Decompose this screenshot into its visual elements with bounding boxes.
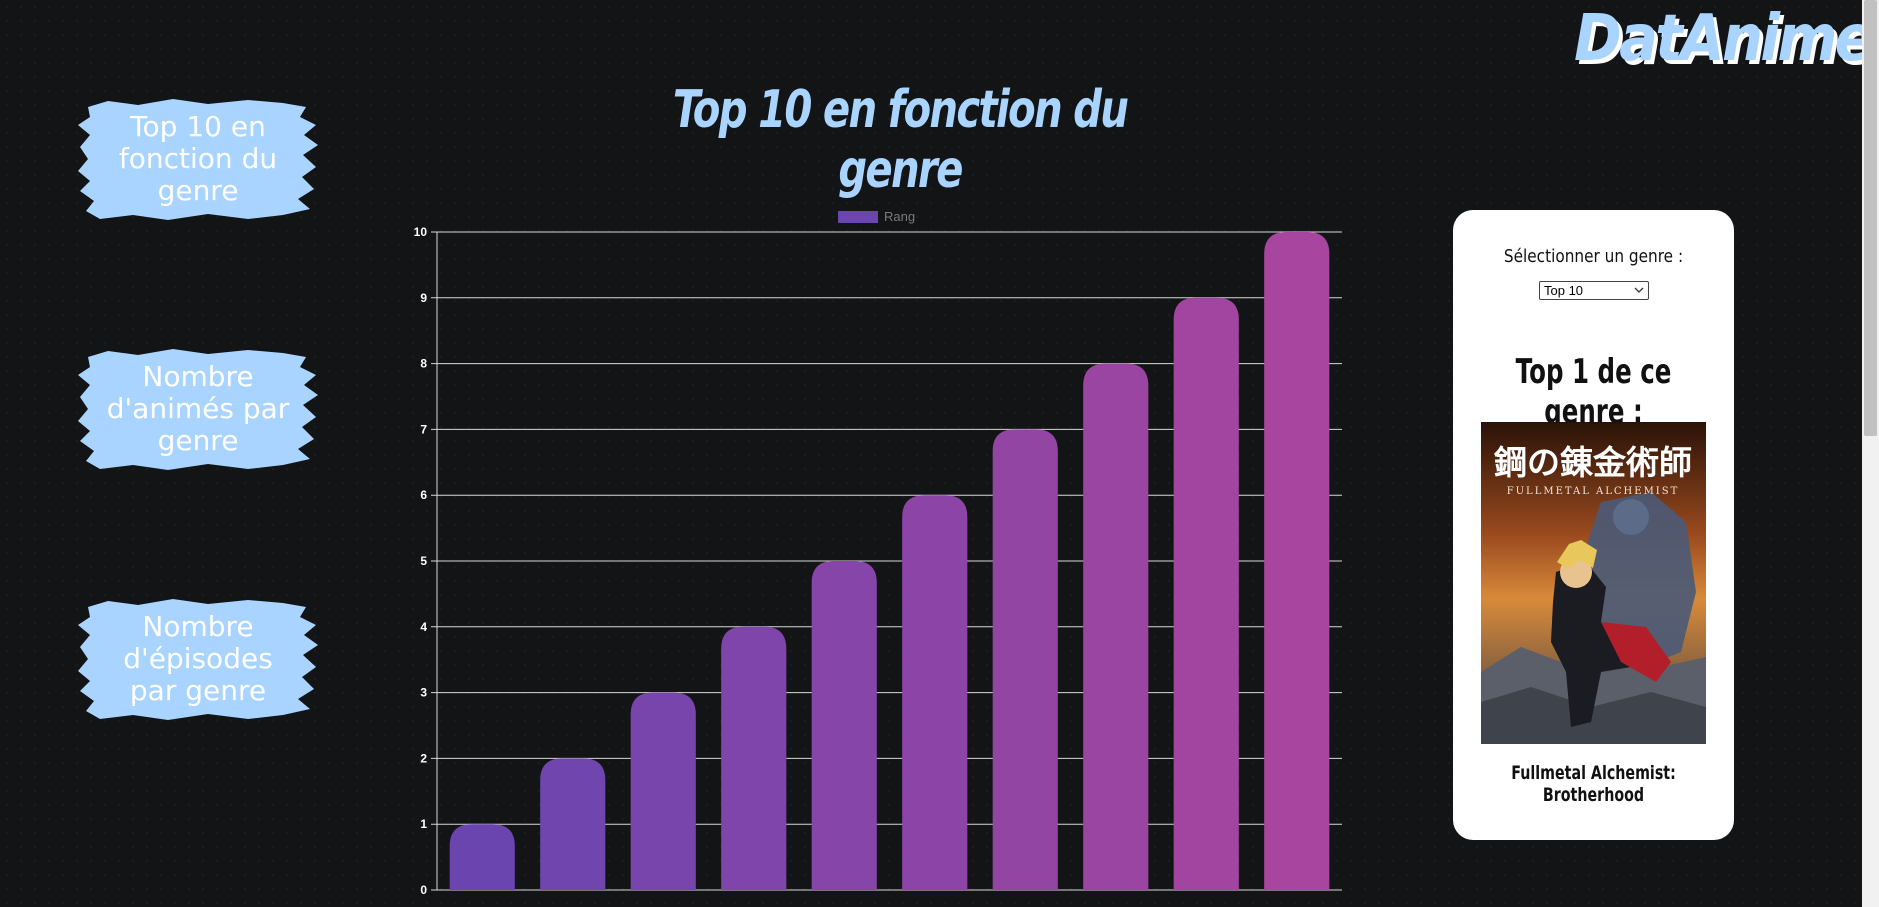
bar-rank-9[interactable] bbox=[1173, 297, 1239, 890]
top1-anime-name: Fullmetal Alchemist: Brotherhood bbox=[1511, 762, 1676, 806]
scrollbar-thumb[interactable] bbox=[1864, 0, 1877, 436]
y-tick-label: 6 bbox=[420, 488, 427, 502]
y-tick-label: 10 bbox=[414, 225, 428, 239]
page-scrollbar[interactable] bbox=[1862, 0, 1879, 907]
rank-bar-chart: 0 1 2 3 4 5 6 7 8 9 10 Rang bbox=[414, 209, 1342, 897]
bar-rank-7[interactable] bbox=[992, 429, 1058, 890]
chart-legend[interactable]: Rang bbox=[838, 209, 915, 224]
chart-bars bbox=[449, 232, 1330, 891]
y-tick-label: 9 bbox=[420, 291, 427, 305]
top1-title: Top 1 de ce genre : bbox=[1515, 352, 1672, 432]
nav-animes-per-genre[interactable]: Nombre d'animés par genre bbox=[78, 345, 318, 473]
y-tick-label: 5 bbox=[420, 554, 427, 568]
anime-poster: 鋼の錬金術師 FULLMETAL ALCHEMIST bbox=[1481, 422, 1706, 744]
bar-rank-5[interactable] bbox=[811, 561, 877, 890]
genre-select[interactable]: Top 10 bbox=[1539, 281, 1649, 300]
brush-stroke-icon bbox=[78, 599, 318, 720]
bar-rank-8[interactable] bbox=[1083, 363, 1149, 891]
nav-episodes-per-genre[interactable]: Nombre d'épisodes par genre bbox=[78, 595, 318, 723]
y-tick-label: 3 bbox=[420, 686, 427, 700]
bar-rank-10[interactable] bbox=[1264, 232, 1330, 890]
bar-rank-4[interactable] bbox=[721, 626, 787, 890]
legend-label: Rang bbox=[884, 209, 915, 224]
y-tick-label: 4 bbox=[420, 620, 427, 634]
bar-rank-1[interactable] bbox=[449, 824, 515, 890]
genre-select-value: Top 10 bbox=[1544, 283, 1584, 298]
poster-title-en: FULLMETAL ALCHEMIST bbox=[1507, 486, 1680, 497]
nav-label: Nombre d'épisodes par genre bbox=[123, 610, 273, 707]
legend-swatch bbox=[838, 211, 878, 223]
brush-stroke-icon bbox=[78, 349, 318, 470]
nav-label: Top 10 en fonction du genre bbox=[118, 110, 278, 207]
y-tick-label: 7 bbox=[420, 422, 427, 436]
y-tick-label: 0 bbox=[420, 883, 427, 897]
y-tick-label: 8 bbox=[420, 357, 427, 371]
brush-stroke-icon bbox=[78, 99, 318, 220]
bar-rank-3[interactable] bbox=[630, 692, 696, 890]
y-axis-ticks: 0 1 2 3 4 5 6 7 8 9 10 bbox=[414, 225, 428, 897]
y-tick-label: 2 bbox=[420, 751, 427, 765]
bar-rank-6[interactable] bbox=[902, 495, 968, 890]
genre-panel: Sélectionner un genre : Top 10 Top 1 de … bbox=[1453, 210, 1734, 840]
nav-top10-by-genre[interactable]: Top 10 en fonction du genre bbox=[78, 95, 318, 223]
poster-title-jp: 鋼の錬金術師 bbox=[1494, 443, 1692, 482]
chevron-down-icon bbox=[1634, 287, 1644, 293]
bar-rank-2[interactable] bbox=[540, 758, 606, 890]
y-tick-label: 1 bbox=[420, 817, 427, 831]
select-genre-label: Sélectionner un genre : bbox=[1503, 246, 1684, 267]
nav-label: Nombre d'animés par genre bbox=[106, 360, 290, 457]
app-logo[interactable]: DatAnimes bbox=[1574, 2, 1879, 76]
page-title: Top 10 en fonction du genre bbox=[672, 80, 1129, 200]
